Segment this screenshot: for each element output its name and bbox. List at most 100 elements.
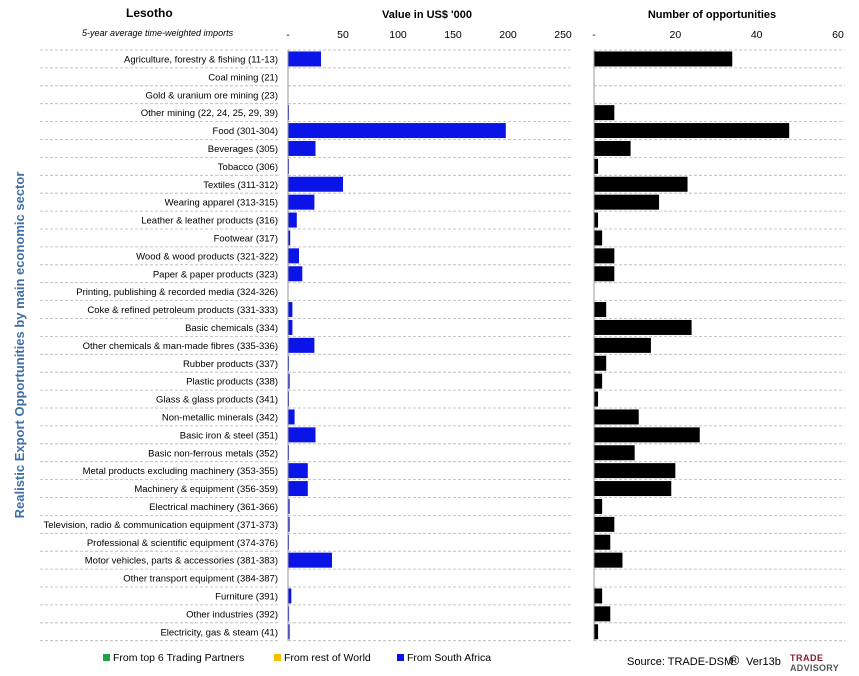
- count-bar: [594, 624, 599, 640]
- trade-advisory-logo: TRADE ADVISORY: [790, 653, 839, 673]
- value-bar: [288, 373, 290, 389]
- category-label: Non-metallic minerals (342): [162, 412, 278, 423]
- value-tick-label: 200: [499, 29, 517, 41]
- chart-title: Lesotho: [126, 6, 173, 20]
- count-bar: [594, 534, 611, 550]
- category-label: Television, radio & communication equipm…: [44, 520, 278, 531]
- count-bar: [594, 498, 603, 514]
- category-label: Gold & uranium ore mining (23): [145, 90, 278, 101]
- count-bar: [594, 51, 733, 67]
- value-tick-label: -: [286, 29, 290, 41]
- value-bar: [288, 51, 321, 67]
- category-label: Wood & wood products (321-322): [136, 251, 278, 262]
- value-bar: [288, 552, 332, 568]
- count-bar: [594, 302, 607, 318]
- value-bar: [288, 409, 295, 425]
- category-label: Beverages (305): [208, 144, 278, 155]
- count-tick-label: 20: [669, 29, 681, 41]
- category-labels: Agriculture, forestry & fishing (11-13) C…: [44, 54, 278, 638]
- value-bar: [288, 427, 316, 443]
- logo-line-1: TRADE: [790, 653, 824, 663]
- count-tick-label: 40: [751, 29, 763, 41]
- count-bar: [594, 552, 623, 568]
- value-bar: [288, 498, 290, 514]
- category-label: Basic non-ferrous metals (352): [148, 448, 278, 459]
- category-label: Other chemicals & man-made fibres (335-3…: [83, 341, 278, 352]
- value-bar: [288, 123, 506, 139]
- category-label: Leather & leather products (316): [141, 216, 278, 227]
- category-label: Electricity, gas & steam (41): [160, 627, 278, 638]
- category-label: Motor vehicles, parts & accessories (381…: [85, 556, 278, 567]
- category-label: Electrical machinery (361-366): [149, 502, 278, 513]
- category-label: Coal mining (21): [208, 72, 278, 83]
- count-bar: [594, 105, 615, 121]
- category-label: Tobacco (306): [218, 162, 278, 173]
- registered-mark: ®: [729, 652, 740, 668]
- value-bar: [288, 337, 315, 353]
- value-bar: [288, 302, 293, 318]
- value-bar: [288, 176, 343, 192]
- value-bar: [288, 230, 291, 246]
- count-bar: [594, 373, 603, 389]
- value-bar: [288, 212, 297, 228]
- count-bar: [594, 248, 615, 264]
- category-label: Footwear (317): [214, 233, 278, 244]
- category-label: Glass & glass products (341): [156, 395, 278, 406]
- category-label: Basic iron & steel (351): [180, 430, 278, 441]
- count-bar: [594, 230, 603, 246]
- count-bar: [594, 337, 651, 353]
- category-label: Textiles (311-312): [203, 180, 278, 191]
- count-bar: [594, 427, 700, 443]
- count-bar: [594, 319, 692, 335]
- value-tick-label: 50: [337, 29, 349, 41]
- version-text: Ver13b: [746, 656, 781, 668]
- value-bar: [288, 624, 290, 640]
- legend-swatch: [103, 654, 110, 661]
- value-bar: [288, 516, 290, 532]
- category-label: Agriculture, forestry & fishing (11-13): [124, 54, 278, 65]
- logo-line-2: ADVISORY: [790, 663, 839, 673]
- value-bar: [288, 481, 308, 497]
- row-gridlines: [40, 49, 845, 642]
- count-bar: [594, 516, 615, 532]
- category-label: Rubber products (337): [183, 359, 278, 370]
- legend-label: From rest of World: [284, 652, 371, 664]
- count-axis-ticks: - 20 40 60: [592, 29, 844, 41]
- count-tick-label: -: [592, 29, 596, 41]
- chart-subtitle: 5-year average time-weighted imports: [82, 28, 234, 38]
- count-bar: [594, 588, 603, 604]
- value-bar: [288, 606, 290, 622]
- count-bar: [594, 140, 631, 156]
- value-axis-ticks: - 50 100 150 200 250: [286, 29, 572, 41]
- count-bar: [594, 212, 599, 228]
- count-bar: [594, 445, 635, 461]
- value-bar: [288, 588, 292, 604]
- count-axis-title: Number of opportunities: [648, 9, 776, 21]
- category-label: Professional & scientific equipment (374…: [87, 538, 278, 549]
- legend-swatch: [397, 654, 404, 661]
- category-label: Coke & refined petroleum products (331-3…: [87, 305, 278, 316]
- count-bar: [594, 355, 607, 371]
- value-bar: [288, 463, 308, 479]
- category-label: Food (301-304): [213, 126, 278, 137]
- count-bar: [594, 194, 660, 210]
- value-bar: [288, 266, 303, 282]
- count-tick-label: 60: [832, 29, 844, 41]
- value-bar: [288, 140, 316, 156]
- count-bar: [594, 463, 676, 479]
- category-label: Printing, publishing & recorded media (3…: [76, 287, 278, 298]
- legend: From top 6 Trading Partners From rest of …: [103, 652, 491, 664]
- count-bar: [594, 481, 672, 497]
- count-bar: [594, 176, 688, 192]
- value-tick-label: 250: [554, 29, 572, 41]
- category-label: Basic chemicals (334): [185, 323, 278, 334]
- count-bar: [594, 606, 611, 622]
- category-label: Wearing apparel (313-315): [165, 198, 278, 209]
- y-axis-title: Realistic Export Opportunities by main e…: [12, 172, 27, 519]
- value-axis-title: Value in US$ '000: [382, 9, 472, 21]
- value-bar: [288, 194, 315, 210]
- count-bar: [594, 391, 599, 407]
- category-label: Other transport equipment (384-387): [123, 574, 278, 585]
- legend-swatch: [274, 654, 281, 661]
